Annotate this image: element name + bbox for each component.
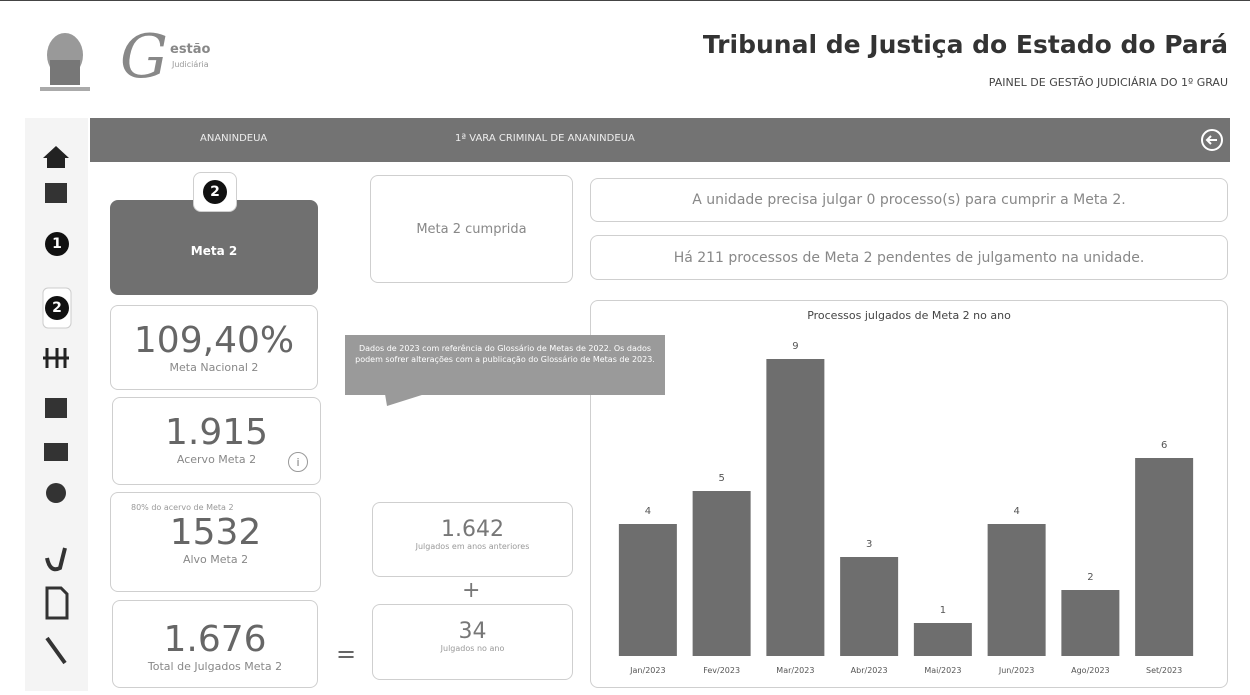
value-label: 4 xyxy=(1013,506,1019,517)
sidebar-badge[interactable]: 2 xyxy=(45,296,69,320)
bar xyxy=(1061,590,1120,656)
message: Há 211 processos de Meta 2 pendentes de … xyxy=(590,235,1228,280)
header-subtitle: PAINEL DE GESTÃO JUDICIÁRIA DO 1º GRAU xyxy=(988,76,1228,89)
info-icon[interactable]: i xyxy=(288,452,308,472)
kpi-value: 1.915 xyxy=(164,412,269,453)
x-tick-label: Mai/2023 xyxy=(924,666,961,675)
chart-box: Processos julgados de Meta 2 no ano Jan/… xyxy=(590,300,1228,688)
kpi-label: Julgados em anos anteriores xyxy=(415,542,530,551)
sidebar-icons xyxy=(42,146,72,665)
sidebar-badge[interactable]: 1 xyxy=(45,232,69,256)
x-tick-label: Abr/2023 xyxy=(851,666,888,675)
bar-chart: Processos julgados de Meta 2 no ano Jan/… xyxy=(618,309,1194,675)
kpi-value: 34 xyxy=(458,619,487,644)
back-button[interactable] xyxy=(1200,128,1224,152)
bar xyxy=(840,557,899,656)
header-title: Tribunal de Justiça do Estado do Pará xyxy=(702,30,1228,59)
bar xyxy=(987,524,1046,656)
top-border xyxy=(0,0,1250,1)
meta-badge-box: 2 xyxy=(193,172,237,212)
value-label: 1 xyxy=(940,605,946,616)
equals-sign: = xyxy=(336,640,357,668)
kpi-card: 1.915 Acervo Meta 2 i xyxy=(112,397,321,485)
value-label: 6 xyxy=(1161,440,1167,451)
meta-card[interactable]: Meta 2 xyxy=(110,200,318,295)
value-label: 2 xyxy=(1087,572,1093,583)
kpi-value: 1.642 xyxy=(441,517,504,542)
tooltip: Dados de 2023 com referência do Glossári… xyxy=(345,335,665,395)
kpi-value: 109,40% xyxy=(133,320,295,361)
value-label: 3 xyxy=(866,539,872,550)
kpi-card: 1.642 Julgados em anos anteriores xyxy=(372,502,573,577)
value-label: 9 xyxy=(792,341,798,352)
emblem xyxy=(40,33,90,91)
bar xyxy=(1135,458,1194,656)
nav-comarca: ANANINDEUA xyxy=(200,133,268,144)
bar xyxy=(692,491,751,656)
x-tick-label: Jan/2023 xyxy=(629,666,665,675)
chart-title: Processos julgados de Meta 2 no ano xyxy=(807,309,1011,322)
kpi-card: 1.676 Total de Julgados Meta 2 xyxy=(112,600,318,688)
nav-bar: ANANINDEUA 1ª VARA CRIMINAL DE ANANINDEU… xyxy=(90,118,1230,162)
x-tick-label: Mar/2023 xyxy=(776,666,814,675)
sidebar: 1 2 xyxy=(25,118,88,691)
x-tick-label: Ago/2023 xyxy=(1071,666,1110,675)
value-label: 5 xyxy=(718,473,724,484)
x-tick-label: Set/2023 xyxy=(1146,666,1182,675)
meta-card-label: Meta 2 xyxy=(190,244,238,258)
kpi-label: Alvo Meta 2 xyxy=(182,553,249,566)
message: A unidade precisa julgar 0 processo(s) p… xyxy=(590,178,1228,222)
kpi-value: 1532 xyxy=(169,512,262,553)
logo-initial: G xyxy=(120,22,168,92)
value-label: 4 xyxy=(645,506,651,517)
kpi-value: 1.676 xyxy=(163,619,267,660)
kpi-label: Meta Nacional 2 xyxy=(169,361,259,374)
x-tick-label: Fev/2023 xyxy=(703,666,740,675)
kpi-card: 109,40% Meta Nacional 2 xyxy=(110,305,318,390)
kpi-label: Acervo Meta 2 xyxy=(176,453,257,466)
kpi-card: 80% do acervo de Meta 2 1532 Alvo Meta 2 xyxy=(110,492,321,592)
logo: G estão Judiciária xyxy=(120,22,250,97)
status-box: Meta 2 cumprida xyxy=(370,175,573,283)
logo-sub: Judiciária xyxy=(172,60,209,69)
kpi-label: Julgados no ano xyxy=(440,644,505,653)
nav-vara: 1ª VARA CRIMINAL DE ANANINDEUA xyxy=(455,133,635,144)
tooltip-arrow xyxy=(385,394,425,406)
meta-badge: 2 xyxy=(203,180,227,204)
bar xyxy=(913,623,972,656)
bar xyxy=(618,524,677,656)
kpi-card: 34 Julgados no ano xyxy=(372,604,573,680)
kpi-note: 80% do acervo de Meta 2 xyxy=(131,503,234,512)
x-tick-label: Jun/2023 xyxy=(998,666,1035,675)
bar xyxy=(766,359,825,656)
kpi-label: Total de Julgados Meta 2 xyxy=(147,660,283,673)
plus-sign: + xyxy=(462,578,481,603)
logo-word: estão xyxy=(170,42,211,57)
